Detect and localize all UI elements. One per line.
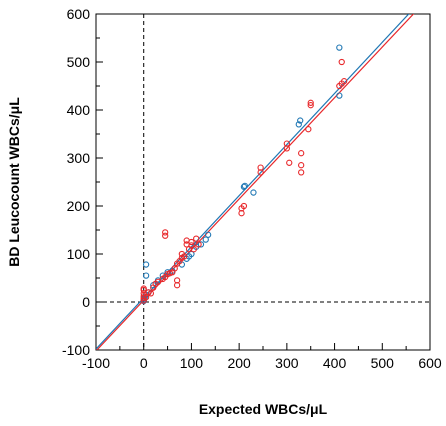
y-tick-label: 300 bbox=[67, 150, 91, 166]
data-point-series-1 bbox=[295, 121, 302, 128]
data-point-series-2 bbox=[305, 126, 312, 133]
data-point-series-2 bbox=[147, 290, 155, 297]
data-point-series-2 bbox=[173, 277, 181, 284]
x-tick-label: 600 bbox=[418, 355, 442, 371]
data-point-series-1 bbox=[336, 92, 343, 99]
x-tick-label: -100 bbox=[82, 355, 110, 371]
y-axis-title: BD Leucocount WBCs/μL bbox=[6, 97, 22, 267]
y-axis-ticks: -100 0 100 200 300 400 500 600 bbox=[62, 6, 103, 358]
data-point-series-2 bbox=[307, 102, 314, 109]
data-point-series-2 bbox=[190, 246, 197, 253]
data-point-series-2 bbox=[171, 265, 178, 272]
data-point-series-1 bbox=[297, 117, 304, 124]
data-point-series-2 bbox=[298, 150, 305, 157]
data-point-series-1 bbox=[142, 272, 150, 279]
y-tick-label: 600 bbox=[67, 6, 91, 22]
data-point-series-2 bbox=[181, 253, 188, 260]
data-point-series-2 bbox=[307, 99, 314, 106]
data-point-series-1 bbox=[240, 183, 248, 190]
data-point-series-2 bbox=[338, 58, 345, 66]
data-point-series-1 bbox=[204, 231, 212, 238]
data-point-series-1 bbox=[188, 250, 195, 258]
fit-line-2 bbox=[96, 14, 415, 350]
data-point-series-2 bbox=[340, 78, 348, 85]
data-point-series-1 bbox=[250, 189, 257, 196]
fit-lines bbox=[96, 14, 415, 350]
data-point-series-2 bbox=[298, 162, 305, 169]
data-point-series-1 bbox=[202, 236, 209, 243]
x-tick-label: 300 bbox=[275, 355, 299, 371]
data-point-series-1 bbox=[241, 182, 249, 189]
data-point-series-2 bbox=[298, 169, 305, 176]
y-tick-label: -100 bbox=[62, 342, 90, 358]
data-point-series-2 bbox=[283, 140, 291, 147]
data-point-series-2 bbox=[193, 235, 200, 242]
data-point-series-2 bbox=[142, 294, 150, 301]
y-tick-label: 100 bbox=[67, 246, 91, 262]
data-point-series-2 bbox=[140, 285, 147, 292]
x-tick-label: 100 bbox=[180, 355, 204, 371]
data-point-series-2 bbox=[154, 278, 162, 285]
x-tick-label: 400 bbox=[323, 355, 347, 371]
x-tick-label: 500 bbox=[371, 355, 395, 371]
y-tick-label: 0 bbox=[82, 294, 90, 310]
y-tick-label: 200 bbox=[67, 198, 91, 214]
y-tick-label: 500 bbox=[67, 54, 91, 70]
x-axis-title: Expected WBCs/μL bbox=[199, 401, 328, 417]
data-point-series-1 bbox=[197, 241, 205, 248]
x-tick-label: 0 bbox=[140, 355, 148, 371]
data-point-series-1 bbox=[336, 44, 343, 51]
x-tick-label: 200 bbox=[227, 355, 251, 371]
data-point-series-2 bbox=[195, 241, 202, 248]
data-point-series-2 bbox=[188, 238, 195, 246]
data-point-series-2 bbox=[286, 159, 293, 166]
data-point-series-2 bbox=[240, 202, 248, 210]
x-axis-ticks: -100 0 100 200 300 400 500 600 bbox=[82, 343, 442, 371]
data-points bbox=[140, 44, 348, 305]
data-point-series-1 bbox=[142, 261, 150, 268]
data-point-series-2 bbox=[257, 164, 264, 171]
y-tick-label: 400 bbox=[67, 102, 91, 118]
data-point-series-2 bbox=[162, 232, 169, 239]
data-point-series-2 bbox=[162, 229, 169, 236]
